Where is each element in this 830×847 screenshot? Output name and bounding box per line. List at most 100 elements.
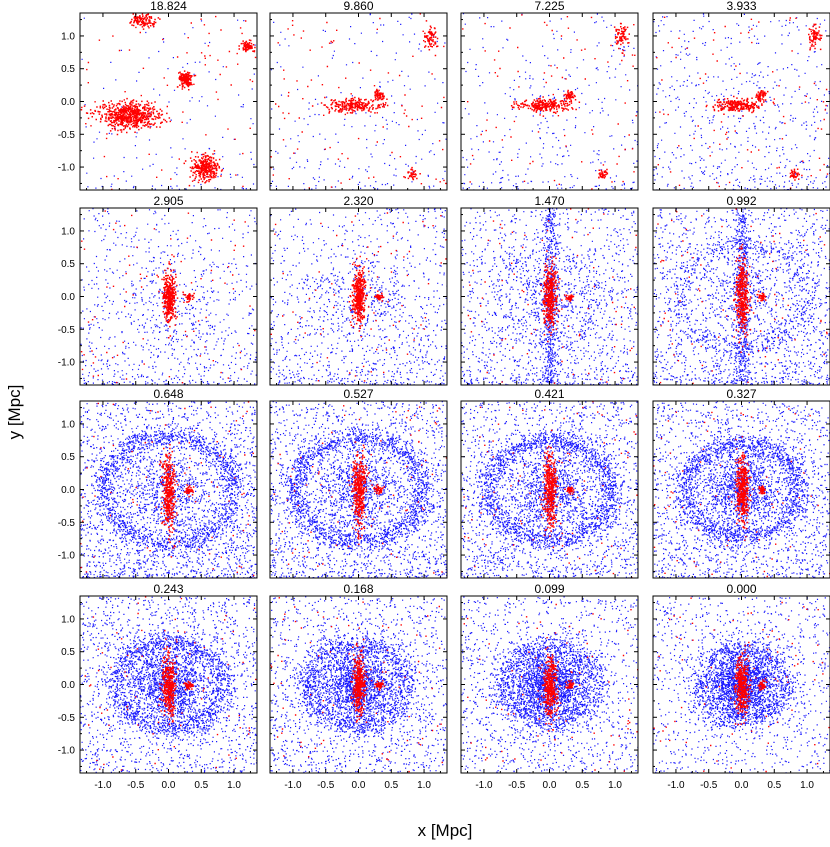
star-points bbox=[467, 208, 637, 384]
x-tick-label: 1.0 bbox=[227, 780, 241, 791]
particles bbox=[461, 401, 638, 578]
y-tick-label: -1.0 bbox=[58, 358, 76, 369]
panel-title: 0.099 bbox=[534, 582, 564, 596]
panel-15: -1.0 -0.5 0.0 0.5 1.0 0.099 bbox=[460, 582, 639, 791]
dark-matter-points bbox=[80, 208, 257, 385]
star-points bbox=[270, 212, 447, 382]
y-tick-label: 0.0 bbox=[61, 97, 75, 108]
panel-title: 0.000 bbox=[726, 582, 756, 596]
panel-title: 7.225 bbox=[534, 0, 564, 13]
panel-title: 0.992 bbox=[726, 194, 756, 208]
x-tick-label: 0.5 bbox=[575, 780, 589, 791]
star-points bbox=[270, 597, 447, 773]
y-tick-label: -0.5 bbox=[58, 325, 76, 336]
dark-matter-points bbox=[653, 13, 830, 190]
panel-2: 9.860 bbox=[269, 0, 448, 191]
star-points bbox=[80, 210, 256, 384]
dark-matter-filament bbox=[731, 208, 754, 385]
x-tick-label: -1.0 bbox=[284, 780, 302, 791]
x-tick-label: 0.0 bbox=[162, 780, 176, 791]
x-tick-label: -0.5 bbox=[508, 780, 526, 791]
y-tick-label: -0.5 bbox=[58, 130, 76, 141]
y-tick-label: 1.0 bbox=[61, 419, 75, 430]
x-tick-label: -0.5 bbox=[317, 780, 335, 791]
y-tick-label: -1.0 bbox=[58, 163, 76, 174]
panel-8: 0.992 bbox=[652, 194, 830, 386]
y-tick-label: 0.0 bbox=[61, 680, 75, 691]
dark-matter-points bbox=[653, 401, 830, 578]
star-points bbox=[653, 597, 830, 773]
y-tick-label: -0.5 bbox=[58, 713, 76, 724]
x-tick-label: 0.5 bbox=[384, 780, 398, 791]
panel-10: 0.527 bbox=[269, 387, 448, 579]
particles bbox=[461, 596, 638, 773]
x-tick-label: -0.5 bbox=[127, 780, 145, 791]
x-axis-label: x [Mpc] bbox=[418, 821, 473, 840]
panel-grid: -1.0 -0.5 0.0 0.5 1.0 18.824 9.860 7.225 3.933 -1… bbox=[58, 0, 830, 791]
x-tick-label: 0.5 bbox=[767, 780, 781, 791]
particles bbox=[653, 13, 830, 190]
x-tick-label: 1.0 bbox=[417, 780, 431, 791]
panel-12: 0.327 bbox=[652, 387, 830, 579]
particles bbox=[653, 401, 830, 578]
panel-13: -1.0 -1.0 -0.5 -0.5 0.0 0.0 0.5 0.5 1.0 1.0 0.243 bbox=[58, 582, 258, 791]
particles bbox=[461, 208, 638, 385]
star-points bbox=[463, 603, 638, 772]
y-tick-label: 0.0 bbox=[61, 292, 75, 303]
star-points bbox=[653, 408, 830, 578]
y-axis-label: y [Mpc] bbox=[5, 385, 24, 440]
x-tick-label: 1.0 bbox=[608, 780, 622, 791]
panel-title: 0.527 bbox=[343, 387, 373, 401]
panel-3: 7.225 bbox=[460, 0, 639, 191]
star-points bbox=[80, 401, 255, 577]
panel-14: -1.0 -0.5 0.0 0.5 1.0 0.168 bbox=[269, 582, 448, 791]
y-tick-label: 0.0 bbox=[61, 485, 75, 496]
particles bbox=[80, 208, 257, 385]
x-tick-label: -1.0 bbox=[475, 780, 493, 791]
panel-11: 0.421 bbox=[460, 387, 639, 579]
particles bbox=[80, 596, 257, 773]
panel-title: 0.421 bbox=[534, 387, 564, 401]
star-points bbox=[463, 401, 638, 578]
panel-7: 1.470 bbox=[460, 194, 639, 386]
panel-4: 3.933 bbox=[652, 0, 830, 191]
particles bbox=[80, 401, 257, 578]
panel-title: 18.824 bbox=[150, 0, 187, 13]
panel-title: 2.320 bbox=[343, 194, 373, 208]
panel-9: -1.0 -0.5 0.0 0.5 1.0 0.648 bbox=[58, 387, 258, 579]
dark-matter-points bbox=[461, 596, 638, 773]
panel-6: 2.320 bbox=[269, 194, 448, 386]
panel-title: 3.933 bbox=[726, 0, 756, 13]
x-tick-label: 1.0 bbox=[800, 780, 814, 791]
star-points bbox=[657, 208, 828, 384]
y-tick-label: 0.5 bbox=[61, 452, 75, 463]
panel-title: 0.327 bbox=[726, 387, 756, 401]
x-tick-label: 0.0 bbox=[352, 780, 366, 791]
panel-background bbox=[461, 13, 638, 190]
panel-title: 9.860 bbox=[343, 0, 373, 13]
particles bbox=[270, 13, 447, 190]
panel-title: 0.168 bbox=[343, 582, 373, 596]
star-points bbox=[84, 596, 257, 771]
x-tick-label: -1.0 bbox=[94, 780, 112, 791]
x-tick-label: 0.5 bbox=[194, 780, 208, 791]
panel-1: -1.0 -0.5 0.0 0.5 1.0 18.824 bbox=[58, 0, 258, 191]
x-tick-label: -0.5 bbox=[700, 780, 718, 791]
y-tick-label: 1.0 bbox=[61, 31, 75, 42]
y-tick-label: -1.0 bbox=[58, 746, 76, 757]
y-tick-label: 0.5 bbox=[61, 64, 75, 75]
particles bbox=[270, 596, 447, 773]
y-tick-label: 1.0 bbox=[61, 614, 75, 625]
panel-16: -1.0 -0.5 0.0 0.5 1.0 0.000 bbox=[652, 582, 830, 791]
y-tick-label: -1.0 bbox=[58, 551, 76, 562]
panel-title: 0.648 bbox=[153, 387, 183, 401]
particles bbox=[653, 208, 830, 385]
x-tick-label: -1.0 bbox=[667, 780, 685, 791]
particles bbox=[653, 596, 830, 773]
x-tick-label: 0.0 bbox=[735, 780, 749, 791]
panel-title: 0.243 bbox=[153, 582, 183, 596]
dark-matter-points bbox=[80, 401, 257, 578]
y-tick-label: 0.5 bbox=[61, 647, 75, 658]
x-tick-label: 0.0 bbox=[543, 780, 557, 791]
